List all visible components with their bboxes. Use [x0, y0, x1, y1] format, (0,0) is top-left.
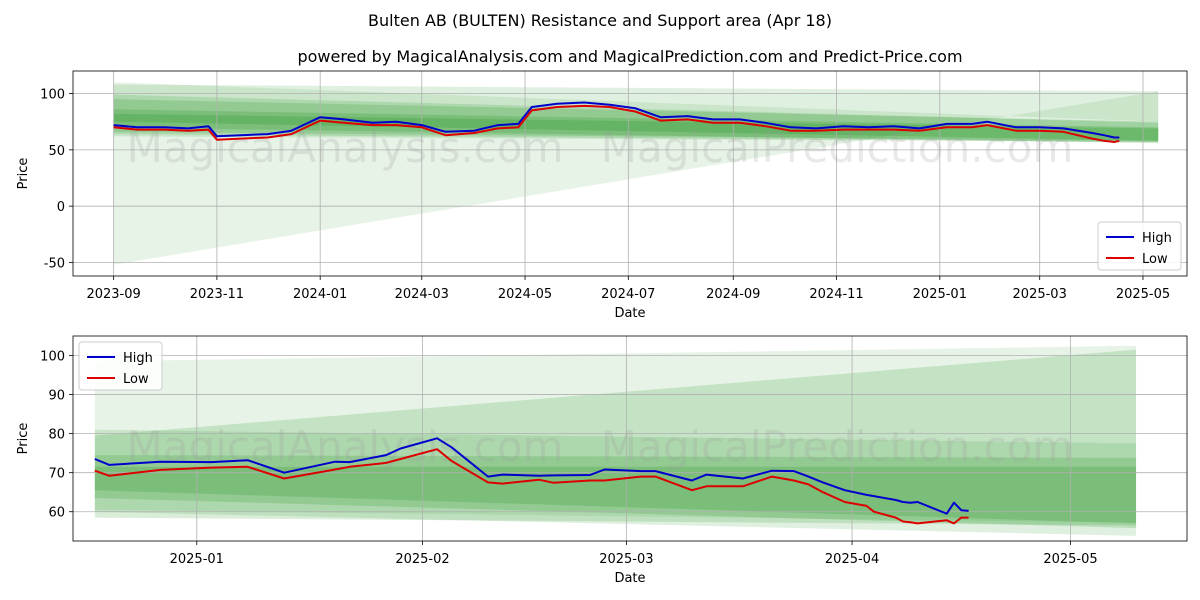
top-xtick-label-6: 2024-09 [706, 287, 760, 302]
top-watermark-layer: MagicalAnalysis.com MagicalPrediction.com [127, 123, 1074, 172]
bottom-legend-box [78, 341, 163, 391]
bottom-band-1 [94, 429, 1137, 536]
top-xaxis-label: Date [614, 306, 645, 321]
top-yaxis-label: Price [16, 158, 31, 190]
top-band-1 [113, 84, 1159, 142]
bottom-series-low-line [94, 448, 969, 525]
top-xtick-label-3: 2024-03 [395, 287, 449, 302]
top-xtick-label-7: 2024-11 [809, 287, 863, 302]
top-xtick-label-9: 2025-03 [1013, 287, 1067, 302]
bottom-watermark-0: MagicalAnalysis.com [127, 422, 564, 471]
bottom-watermark-layer: MagicalAnalysis.com MagicalPrediction.com [127, 422, 1074, 471]
bottom-ytick-label-2: 80 [48, 428, 65, 443]
bottom-ytick-label-4: 100 [40, 350, 65, 365]
top-xtick-label-8: 2025-01 [913, 287, 967, 302]
top-ytick-label-2: 50 [48, 144, 65, 159]
top-series-high-line [113, 101, 1120, 139]
top-xtick-label-1: 2023-11 [190, 287, 244, 302]
bottom-yaxis-label: Price [16, 423, 31, 455]
top-legend: High Low [1097, 221, 1182, 271]
bottom-ytick-label-3: 90 [48, 389, 65, 404]
bottom-ytick-label-0: 60 [48, 506, 65, 521]
top-watermark-1: MagicalPrediction.com [601, 123, 1074, 172]
top-band-0 [113, 82, 1159, 265]
top-plot: MagicalAnalysis.com MagicalPrediction.com… [16, 70, 1188, 321]
bottom-legend-label-high: High [123, 351, 153, 366]
bottom-band-layer [94, 345, 1137, 536]
top-series-low-line [113, 104, 1120, 143]
top-xtick-label-0: 2023-09 [86, 287, 140, 302]
top-xtick-label-2: 2024-01 [293, 287, 347, 302]
bottom-xtick-label-4: 2025-05 [1043, 552, 1097, 567]
bottom-plot-frame [72, 335, 1188, 542]
top-band-layer [113, 82, 1159, 265]
bottom-band-3 [94, 455, 1137, 529]
top-ytick-label-3: 100 [40, 88, 65, 103]
top-plot-frame [72, 70, 1188, 277]
bottom-band-0 [94, 345, 1137, 523]
bottom-xtick-label-3: 2025-04 [825, 552, 879, 567]
top-ytick-label-1: 0 [57, 200, 65, 215]
bottom-band-2 [94, 349, 1137, 526]
top-band-5 [113, 113, 1159, 141]
bottom-series-high-line [94, 437, 969, 515]
bottom-band-4 [94, 466, 1137, 524]
chart-subtitle: powered by MagicalAnalysis.com and Magic… [297, 47, 962, 66]
top-ytick-label-0: -50 [44, 256, 65, 271]
bottom-ytick-label-1: 70 [48, 467, 65, 482]
bottom-watermark-1: MagicalPrediction.com [601, 422, 1074, 471]
top-band-4 [113, 109, 1159, 144]
top-xtick-label-5: 2024-07 [601, 287, 655, 302]
bottom-plot: MagicalAnalysis.com MagicalPrediction.com… [16, 335, 1188, 586]
bottom-legend: High Low [78, 341, 163, 391]
bottom-axes: 2025-01 2025-02 2025-03 2025-04 2025-05 60 70 8… [16, 335, 1188, 586]
chart-title: Bulten AB (BULTEN) Resistance and Suppor… [368, 11, 832, 30]
top-grid [73, 71, 1187, 276]
top-legend-label-high: High [1142, 231, 1172, 246]
top-axes: 2023-09 2023-11 2024-01 2024-03 2024-05 2024-… [16, 70, 1188, 321]
bottom-xtick-label-1: 2025-02 [395, 552, 449, 567]
bottom-xaxis-label: Date [614, 571, 645, 586]
bottom-xtick-label-2: 2025-03 [599, 552, 653, 567]
bottom-grid [73, 336, 1187, 541]
top-legend-box [1097, 221, 1182, 271]
top-series-layer [113, 101, 1120, 143]
top-xtick-label-4: 2024-05 [498, 287, 552, 302]
top-legend-label-low: Low [1142, 252, 1168, 267]
bottom-xtick-label-0: 2025-01 [170, 552, 224, 567]
top-watermark-0: MagicalAnalysis.com [127, 123, 564, 172]
bottom-legend-label-low: Low [123, 372, 149, 387]
top-xtick-label-10: 2025-05 [1116, 287, 1170, 302]
bottom-series-layer [94, 437, 969, 525]
